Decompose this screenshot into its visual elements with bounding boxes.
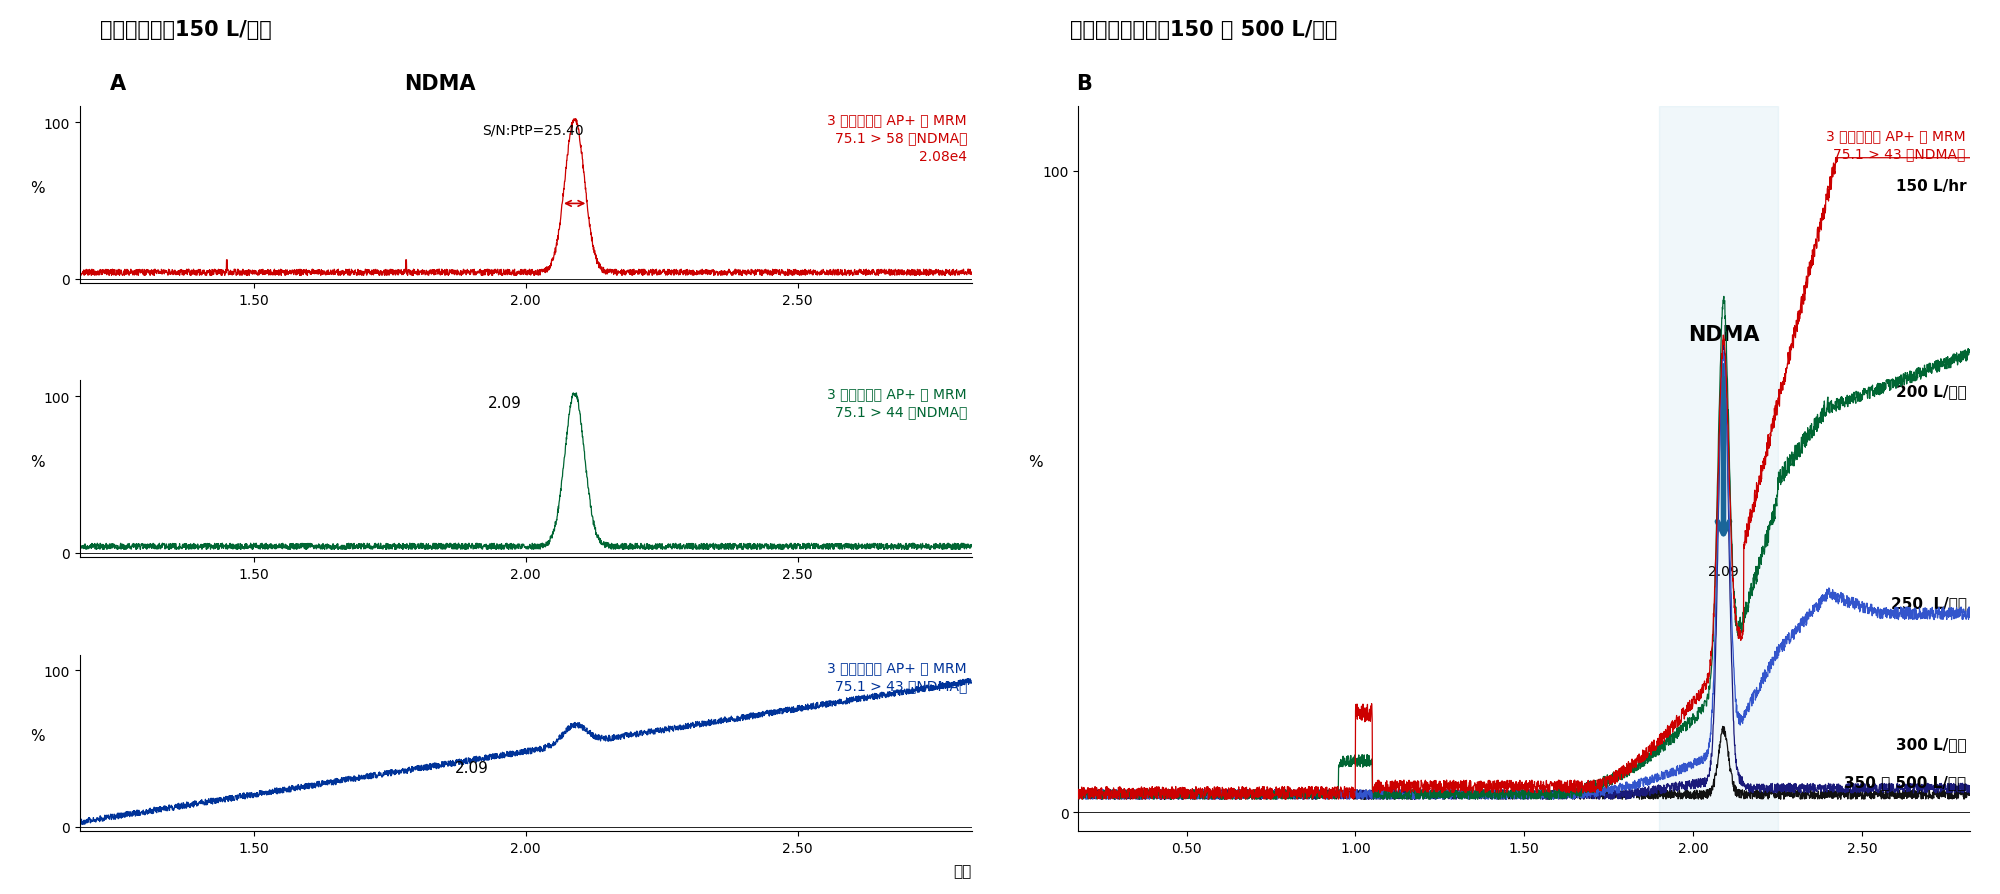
Y-axis label: %: % xyxy=(30,181,44,196)
Text: 3 チャンネル AP+ の MRM
75.1 > 43 （NDMA）: 3 チャンネル AP+ の MRM 75.1 > 43 （NDMA） xyxy=(1826,129,1966,162)
Text: 250  L/時間: 250 L/時間 xyxy=(1890,595,1966,610)
Text: NDMA: NDMA xyxy=(404,74,476,94)
Y-axis label: %: % xyxy=(1028,454,1042,469)
Text: 2.09: 2.09 xyxy=(488,396,522,410)
Bar xyxy=(1660,107,1778,831)
Text: 2.09: 2.09 xyxy=(456,760,488,775)
Text: 3 チャンネル AP+ の MRM
75.1 > 44 （NDMA）: 3 チャンネル AP+ の MRM 75.1 > 44 （NDMA） xyxy=(828,386,968,418)
Text: 3 チャンネル AP+ の MRM
75.1 > 43 （NDMA）: 3 チャンネル AP+ の MRM 75.1 > 43 （NDMA） xyxy=(828,660,968,693)
Text: 300 L/時間: 300 L/時間 xyxy=(1896,736,1966,751)
Text: 150 L/hr: 150 L/hr xyxy=(1896,179,1966,194)
Y-axis label: %: % xyxy=(30,728,44,743)
Text: 時間: 時間 xyxy=(954,864,972,878)
Text: S/N:PtP=25.40: S/N:PtP=25.40 xyxy=(482,122,584,137)
Y-axis label: %: % xyxy=(30,454,44,469)
Text: 200 L/時間: 200 L/時間 xyxy=(1896,384,1966,399)
Text: 350 〜 500 L/時間: 350 〜 500 L/時間 xyxy=(1844,774,1966,789)
Text: コーンガス：150 L/時間: コーンガス：150 L/時間 xyxy=(100,21,272,40)
Text: コーンガス範囲：150 〜 500 L/時間: コーンガス範囲：150 〜 500 L/時間 xyxy=(1070,21,1338,40)
Text: NDMA: NDMA xyxy=(1688,325,1760,344)
Text: A: A xyxy=(110,74,126,94)
Text: 2.09: 2.09 xyxy=(1708,564,1738,578)
Text: 3 チャンネル AP+ の MRM
75.1 > 58 （NDMA）
2.08e4: 3 チャンネル AP+ の MRM 75.1 > 58 （NDMA） 2.08e… xyxy=(828,113,968,164)
Text: B: B xyxy=(1076,74,1092,94)
